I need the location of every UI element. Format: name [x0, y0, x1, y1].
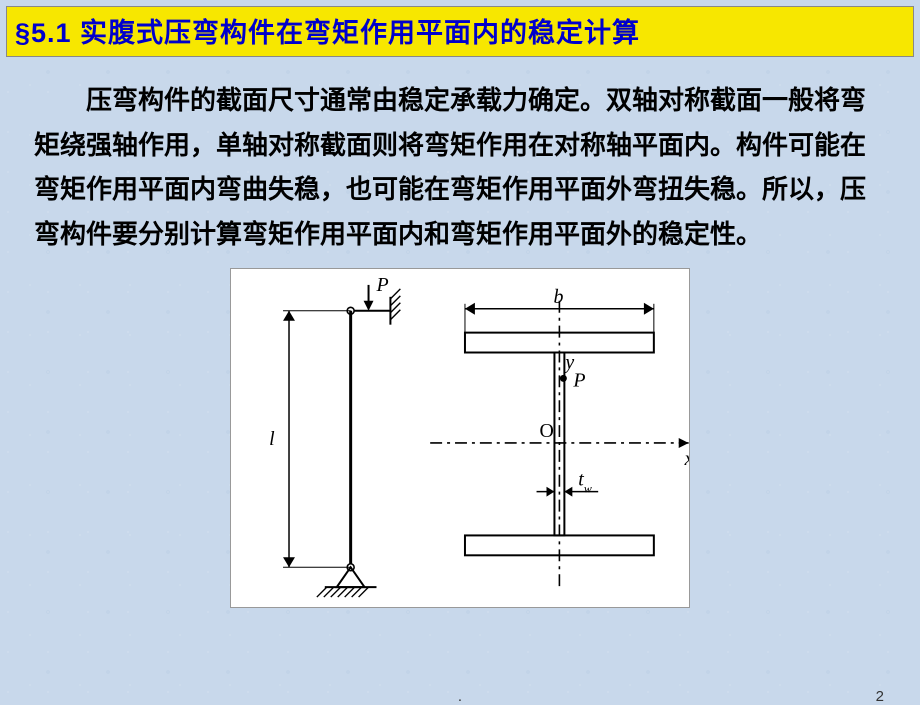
section-title-bar: §5.1 实腹式压弯构件在弯矩作用平面内的稳定计算	[6, 6, 914, 57]
svg-text:l: l	[269, 428, 275, 450]
section-title: §5.1 实腹式压弯构件在弯矩作用平面内的稳定计算	[15, 11, 905, 50]
paragraph-1: 压弯构件的截面尺寸通常由稳定承载力确定。双轴对称截面一般将弯矩绕强轴作用，单轴对…	[34, 79, 886, 258]
svg-text:P: P	[375, 274, 388, 296]
svg-text:x: x	[684, 448, 689, 470]
beam-column-diagram: PlxyOPbtw	[230, 268, 690, 608]
svg-text:b: b	[553, 286, 563, 308]
figure-container: PlxyOPbtw	[0, 268, 920, 608]
svg-text:P: P	[572, 369, 585, 391]
svg-text:O: O	[540, 420, 554, 442]
page-number: 2	[876, 688, 884, 705]
diagram-svg: PlxyOPbtw	[231, 269, 689, 607]
body-text: 压弯构件的截面尺寸通常由稳定承载力确定。双轴对称截面一般将弯矩绕强轴作用，单轴对…	[0, 57, 920, 266]
footer-center: .	[458, 688, 462, 705]
